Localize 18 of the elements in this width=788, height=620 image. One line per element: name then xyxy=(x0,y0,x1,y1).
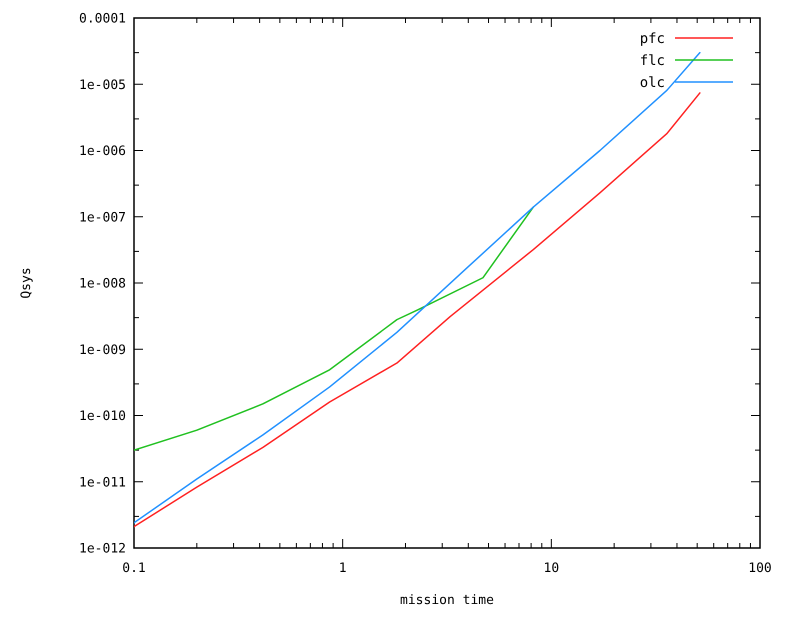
x-tick-label: 10 xyxy=(544,561,560,576)
x-tick-label: 100 xyxy=(748,561,772,576)
y-tick-label: 1e-009 xyxy=(79,342,126,358)
legend-label: olc xyxy=(640,74,665,91)
x-tick-label: 0.1 xyxy=(122,561,146,576)
y-tick-label: 1e-012 xyxy=(79,542,126,557)
legend-label: flc xyxy=(640,52,665,69)
y-tick-label: 1e-011 xyxy=(79,475,126,490)
legend-label: pfc xyxy=(640,30,665,47)
x-tick-label: 1 xyxy=(338,561,347,576)
y-tick-label: 1e-008 xyxy=(79,276,126,292)
y-tick-label: 1e-007 xyxy=(79,210,126,226)
x-axis-title: mission time xyxy=(400,593,494,608)
y-tick-label: 1e-005 xyxy=(79,78,126,93)
y-tick-label: 1e-010 xyxy=(79,409,126,424)
y-axis-title: Qsys xyxy=(19,267,34,299)
y-tick-label: 0.0001 xyxy=(79,12,126,27)
y-tick-label: 1e-006 xyxy=(79,144,126,160)
